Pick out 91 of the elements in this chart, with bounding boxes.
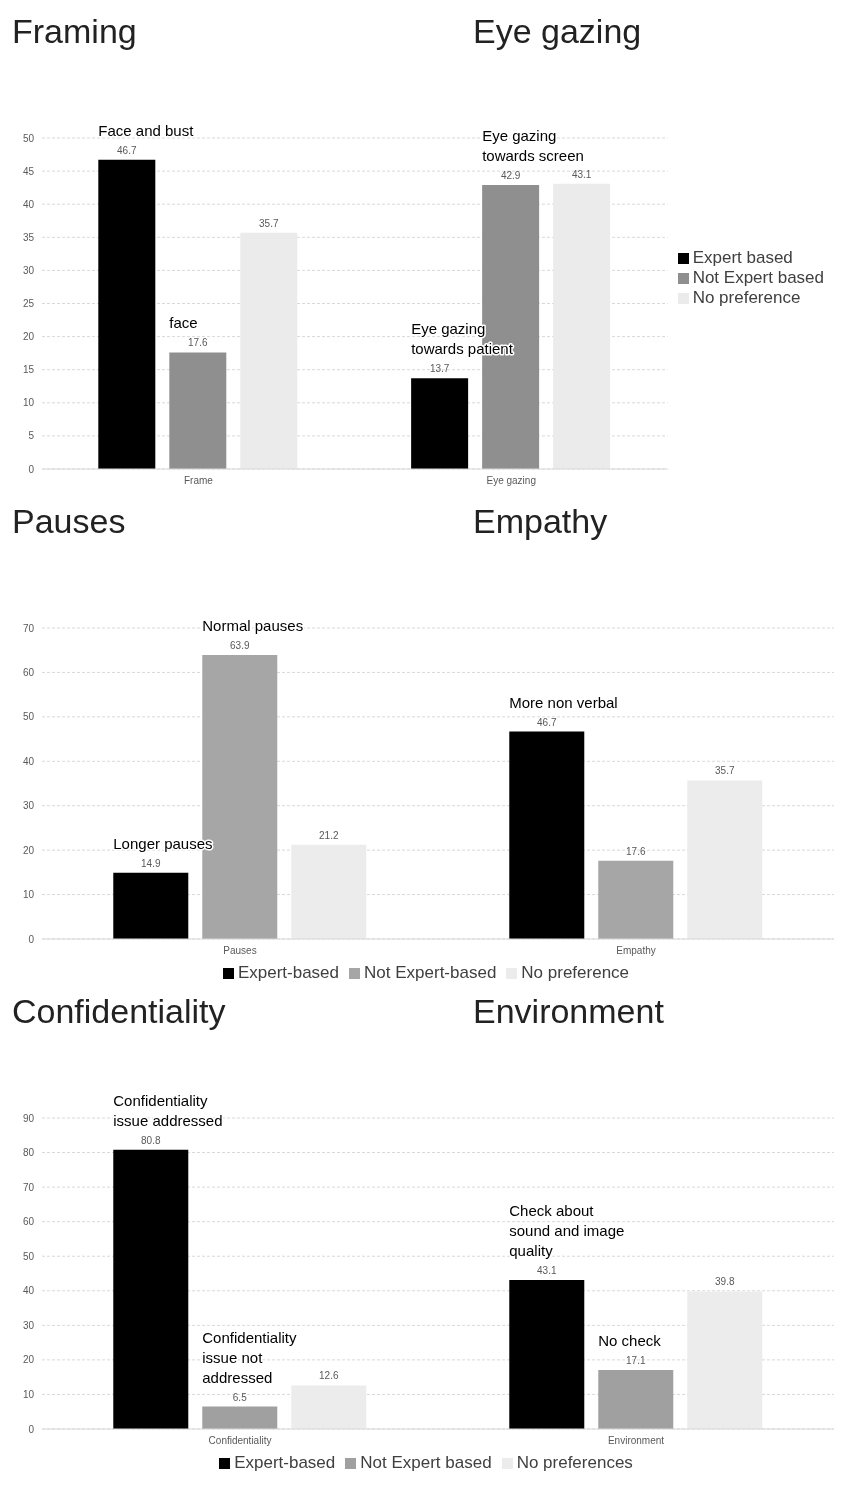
y-tick-label: 20 <box>22 1354 35 1366</box>
bar <box>411 378 469 469</box>
y-tick-label: 50 <box>22 711 35 723</box>
y-tick-label: 10 <box>22 1388 35 1400</box>
annotation: No check <box>598 1331 662 1349</box>
annotation: Face and bust <box>98 121 195 139</box>
text: Eye gazing <box>473 12 642 50</box>
y-tick-label: 25 <box>22 298 35 310</box>
legend-label: No preference <box>521 963 630 982</box>
legend-label: Not Expert based <box>692 268 824 287</box>
legend-label: Not Expert based <box>360 1453 492 1472</box>
data-label: 21.2 <box>319 829 339 841</box>
data-label: 17.6 <box>188 337 208 349</box>
legend-label: Not Expert-based <box>364 963 497 982</box>
y-tick-label: 40 <box>22 198 35 210</box>
annotation: Longer pauses <box>113 834 213 852</box>
data-label: 17.6 <box>626 845 646 857</box>
data-label: 46.7 <box>117 144 137 156</box>
data-label: 6.5 <box>232 1391 248 1403</box>
y-tick-label: 20 <box>22 844 35 856</box>
chart-title: Confidentiality <box>12 992 226 1030</box>
bar <box>240 232 298 469</box>
legend-label: No preference <box>692 288 801 307</box>
bar <box>687 780 763 939</box>
y-tick-label: 30 <box>22 1319 35 1331</box>
y-tick-label: 70 <box>22 622 35 634</box>
y-tick-label: 50 <box>22 132 35 144</box>
legend-label: Expert-based <box>237 963 340 982</box>
y-tick-label: 30 <box>22 800 35 812</box>
y-tick-label: 0 <box>28 1423 35 1435</box>
chart-subtitle: Empathy <box>473 502 608 541</box>
annotation: More non verbal <box>509 693 618 711</box>
legend-label: Expert based <box>692 248 793 267</box>
chart-subtitle: Environment <box>473 992 664 1031</box>
bar <box>202 1406 278 1429</box>
bar <box>553 183 611 469</box>
annotation: face <box>169 314 198 332</box>
bar <box>113 872 189 939</box>
chart-title: Pauses <box>12 502 126 541</box>
y-tick-label: 90 <box>22 1112 35 1124</box>
legend-label: Expert-based <box>234 1453 336 1472</box>
bar <box>291 1385 367 1429</box>
bar <box>509 731 585 939</box>
bar <box>169 352 227 469</box>
y-tick-label: 50 <box>22 1250 35 1262</box>
data-label: 42.9 <box>500 170 521 181</box>
data-label: 14.9 <box>141 857 161 869</box>
y-tick-label: 80 <box>22 1147 35 1159</box>
y-tick-label: 0 <box>28 463 35 475</box>
bar <box>291 844 367 939</box>
data-label: 63.9 <box>230 640 250 652</box>
bar <box>687 1291 763 1429</box>
data-label: 17.1 <box>626 1354 646 1366</box>
data-label: 39.8 <box>715 1276 735 1288</box>
y-tick-label: 40 <box>22 755 35 767</box>
data-label: 35.7 <box>259 217 279 229</box>
y-tick-label: 70 <box>22 1181 35 1193</box>
data-label: 12.6 <box>319 1370 339 1382</box>
y-tick-label: 10 <box>22 397 35 409</box>
chart-title: Confidentiality <box>113 1091 208 1109</box>
y-tick-label: 20 <box>22 331 35 343</box>
annotation: Confidentiality issue not addressed <box>202 1328 297 1386</box>
data-label: 80.8 <box>141 1134 161 1146</box>
bar <box>113 1149 189 1429</box>
data-label: 13.7 <box>429 363 450 375</box>
chart-title: Framing <box>12 12 137 51</box>
data-label: 43.1 <box>571 168 592 180</box>
bar <box>509 1280 585 1429</box>
text: Eye gazing <box>411 320 486 338</box>
y-tick-label: 45 <box>22 165 35 177</box>
y-tick-label: 60 <box>22 666 35 678</box>
annotation: Eye gazing towards screen <box>482 127 584 164</box>
legend-label: No preferences <box>516 1453 633 1472</box>
y-tick-label: 15 <box>22 364 35 376</box>
annotation: Normal pauses <box>202 617 304 635</box>
x-tick-label: Frame <box>183 475 214 487</box>
data-label: 43.1 <box>537 1265 557 1277</box>
y-tick-label: 35 <box>22 231 35 243</box>
text: issue addressed <box>113 1111 223 1129</box>
y-tick-label: 0 <box>28 933 35 945</box>
annotation: Check about sound and image quality <box>509 1202 625 1260</box>
bar <box>598 860 674 939</box>
y-tick-label: 5 <box>28 430 35 442</box>
bar <box>598 1369 674 1429</box>
y-tick-label: 10 <box>22 889 35 901</box>
y-tick-label: 30 <box>22 264 35 276</box>
data-label: 35.7 <box>715 765 735 777</box>
y-tick-label: 40 <box>22 1285 35 1297</box>
bar <box>98 159 156 469</box>
y-tick-label: 60 <box>22 1216 35 1228</box>
data-label: 46.7 <box>537 716 557 728</box>
